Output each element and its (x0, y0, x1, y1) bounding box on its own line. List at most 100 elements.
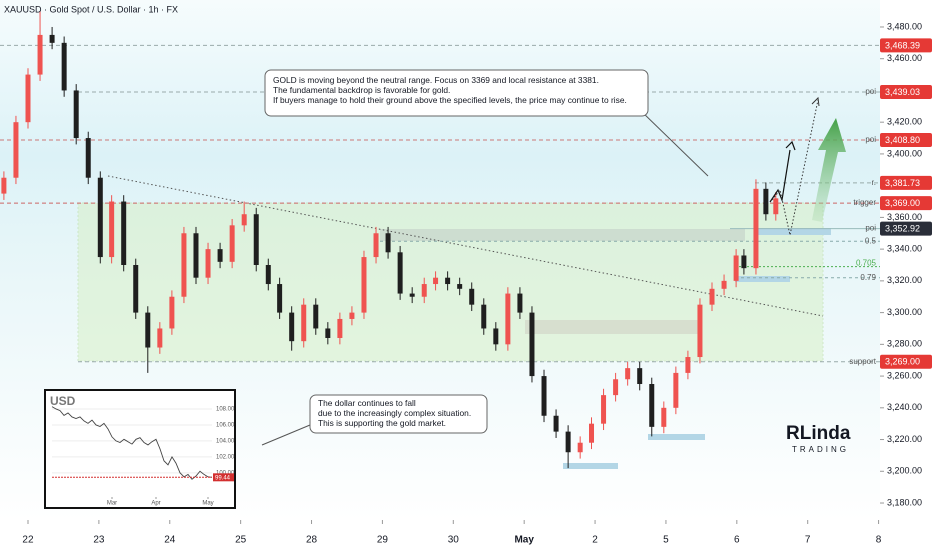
x-tick-label: 8 (876, 535, 882, 546)
candle-body (433, 277, 439, 285)
candle-body (289, 312, 295, 342)
candle-body (193, 233, 199, 278)
candle-body (205, 249, 211, 278)
candle-body (325, 328, 331, 338)
path-arrow (771, 99, 819, 236)
candle-body (37, 34, 43, 75)
logo: TRADING (792, 445, 849, 454)
y-tick-label: 3,260.00 (887, 370, 922, 380)
x-tick-label: 6 (734, 535, 740, 546)
x-tick-label: 22 (22, 535, 34, 546)
price-tag-label: 3,352.92 (885, 224, 920, 234)
candle-body (733, 255, 739, 281)
candle-body (637, 368, 643, 385)
candle-body (265, 264, 271, 285)
zone (380, 229, 745, 241)
zone (563, 463, 618, 469)
candle-body (385, 233, 391, 253)
candle-body (361, 257, 367, 313)
callout-box (264, 69, 649, 117)
candle-body (301, 304, 307, 342)
level-note: poi (865, 224, 876, 233)
y-tick-label: 3,460.00 (887, 53, 922, 63)
candle-body (181, 233, 187, 297)
candle-body (493, 328, 499, 345)
annotation: The dollar continues to fall due to the … (261, 394, 488, 446)
candle-body (409, 293, 415, 297)
candle-body (337, 318, 343, 338)
y-tick-label: 3,480.00 (887, 21, 922, 31)
candle-body (753, 188, 759, 269)
level-note: trigger (853, 198, 876, 207)
candle-body (685, 357, 691, 373)
candle-body (145, 312, 151, 348)
zone (525, 320, 700, 334)
candle-body (613, 379, 619, 396)
x-tick-label: 28 (306, 535, 318, 546)
candle-body (601, 395, 607, 424)
candle-body (97, 177, 103, 258)
level-note: poi (865, 87, 876, 96)
candle-body (421, 284, 427, 297)
candle-body (673, 372, 679, 408)
logo: RLinda (786, 423, 851, 444)
last-price-tag (213, 473, 234, 482)
price-tag (880, 84, 932, 99)
y-tick-label: 3,240.00 (887, 402, 922, 412)
price-tag (880, 132, 932, 147)
candle-body (1, 177, 7, 194)
candle-body (697, 304, 703, 358)
x-tick-label: 30 (448, 535, 460, 546)
candle-body (517, 293, 523, 313)
callout-box (309, 394, 488, 434)
candle-body (253, 214, 259, 265)
candle-body (773, 198, 779, 215)
candle-body (109, 201, 115, 258)
candle-body (505, 293, 511, 345)
candle-body (229, 225, 235, 262)
candle-body (721, 280, 727, 289)
price-tag (880, 175, 932, 190)
level-note: poi (865, 135, 876, 144)
callout-text: The fundamental backdrop is favorable fo… (273, 85, 450, 95)
candle-body (709, 288, 715, 305)
candle-body (481, 304, 487, 329)
callout-text: The dollar continues to fall (318, 398, 416, 408)
level-note: 0.79 (860, 273, 876, 282)
callout-line (261, 424, 311, 446)
x-tick-label: May (514, 535, 534, 546)
y-tick-label: 3,400.00 (887, 148, 922, 158)
callout-text: due to the increasingly complex situatio… (318, 408, 471, 418)
last-price-label: 99.44 (215, 475, 231, 481)
price-tag-label: 3,408.80 (885, 135, 920, 145)
x-tick-label: 2 (592, 535, 598, 546)
y-tick-label: 3,280.00 (887, 339, 922, 349)
level-note: 0.5 (865, 236, 877, 245)
y-tick-label: 104.00 (216, 438, 235, 444)
candle-body (133, 264, 139, 313)
price-tag-label: 3,439.03 (885, 87, 920, 97)
candle-body (313, 304, 319, 329)
callout-line (639, 109, 709, 177)
x-tick-label: 25 (235, 535, 247, 546)
candle-body (589, 423, 595, 443)
axis-bg (0, 520, 880, 550)
candle-body (649, 384, 655, 427)
price-tag-label: 3,468.39 (885, 40, 920, 50)
x-tick-label: 29 (377, 535, 389, 546)
candle-body (61, 42, 67, 91)
candle-body (541, 376, 547, 416)
price-tag (880, 196, 932, 211)
level-note: r. (872, 178, 876, 187)
candle-body (241, 214, 247, 226)
candle-body (85, 138, 91, 178)
candle-body (445, 277, 451, 285)
y-tick-label: 3,180.00 (887, 497, 922, 507)
y-tick-label: 106.00 (216, 423, 235, 429)
x-tick-label: Apr (151, 501, 160, 507)
x-tick-label: 5 (663, 535, 669, 546)
callout-text: GOLD is moving beyond the neutral range.… (273, 75, 599, 85)
chart-title: XAUUSD · Gold Spot / U.S. Dollar · 1h · … (4, 4, 178, 14)
callout-text: This is supporting the gold market. (318, 418, 446, 428)
